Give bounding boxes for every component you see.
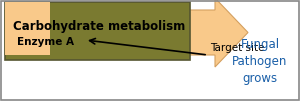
Text: Fungal
Pathogen
grows: Fungal Pathogen grows — [232, 38, 288, 85]
Text: Enzyme A: Enzyme A — [17, 37, 74, 47]
Bar — [5, 2, 50, 55]
Polygon shape — [5, 0, 248, 67]
Text: Target site: Target site — [210, 43, 265, 53]
Text: Carbohydrate metabolism: Carbohydrate metabolism — [13, 20, 185, 33]
Bar — [5, 2, 190, 60]
